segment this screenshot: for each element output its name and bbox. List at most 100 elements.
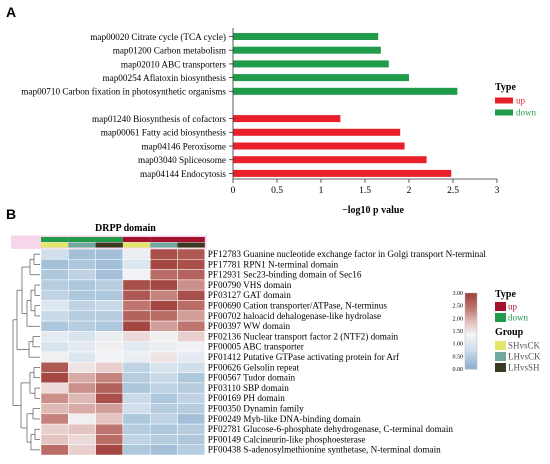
- x-tick-label: 0.5: [271, 186, 283, 196]
- bar: [233, 87, 458, 95]
- row-label: PF01412 Putative GTPase activating prote…: [208, 352, 400, 362]
- heatmap-cell: [95, 320, 124, 332]
- group-legend-label: LHvsSH: [508, 363, 540, 373]
- colorbar-segment: [465, 332, 477, 336]
- heatmap-cell: [177, 382, 206, 394]
- heatmap-cell: [40, 362, 69, 373]
- heatmap-cell: [177, 341, 206, 353]
- heatmap-cell: [122, 320, 151, 332]
- heatmap-cell: [149, 310, 178, 322]
- row-label: PF00249 Myb-like DNA-binding domain: [208, 414, 361, 424]
- heatmap-cell: [95, 279, 124, 291]
- heatmap-cell: [95, 423, 124, 435]
- row-label: PF00567 Tudor domain: [208, 373, 296, 383]
- heatmap-cell: [177, 444, 206, 456]
- colorbar-segment: [465, 296, 477, 300]
- heatmap-cell: [95, 289, 124, 301]
- heatmap-cell: [40, 279, 69, 291]
- column-type-bar: [122, 237, 151, 242]
- colorbar-segment: [465, 317, 477, 321]
- heatmap-cell: [40, 289, 69, 301]
- heatmap-cell: [149, 423, 178, 435]
- bar: [233, 142, 405, 150]
- heatmap-cell: [40, 444, 69, 456]
- x-tick-label: 2.5: [447, 186, 459, 196]
- heatmap-cell: [177, 248, 206, 260]
- heatmap-cell: [122, 444, 151, 456]
- heatmap-cell: [95, 248, 124, 260]
- category-label: map01200 Carbon metabolism: [113, 46, 226, 56]
- colorbar-segment: [465, 294, 477, 298]
- row-label: PF00790 VHS domain: [208, 280, 292, 290]
- colorbar-segment: [465, 361, 477, 364]
- category-label: map00061 Fatty acid biosynthesis: [101, 128, 227, 138]
- heatmap-cell: [95, 403, 124, 415]
- heatmap-cell: [149, 269, 178, 281]
- heatmap-cell: [149, 289, 178, 301]
- heatmap-cell: [68, 300, 96, 312]
- heatmap-cell: [149, 372, 178, 384]
- heatmap-cell: [40, 392, 69, 404]
- heatmap-cell: [177, 413, 206, 425]
- heatmap-cell: [95, 341, 124, 353]
- bar-chart-panel: map00020 Citrate cycle (TCA cycle) map012…: [21, 28, 536, 216]
- colorbar-segment: [465, 313, 477, 317]
- colorbar-segment: [465, 325, 477, 328]
- heatmap-cell: [40, 372, 69, 384]
- colorbar-tick-label: 2.50: [453, 304, 464, 310]
- legend-label: down: [516, 108, 536, 118]
- heatmap-cell: [68, 289, 96, 301]
- heatmap-cell: [122, 279, 151, 291]
- colorbar-segment: [465, 310, 477, 313]
- colorbar-segment: [465, 336, 477, 340]
- column-group-bar: [150, 242, 178, 248]
- colorbar-segment: [465, 319, 477, 322]
- bar: [233, 60, 389, 68]
- heatmap-cell: [122, 300, 151, 312]
- row-label: PF02136 Nuclear transport factor 2 (NTF2…: [208, 331, 399, 341]
- heatmap-cell: [68, 269, 96, 281]
- heatmap-cell: [122, 392, 151, 404]
- heatmap-cell: [177, 434, 206, 445]
- group-legend-label: SHvsCK: [508, 341, 541, 351]
- bar: [233, 46, 381, 54]
- heatmap-cell: [149, 320, 178, 332]
- heatmap-cell: [149, 248, 178, 260]
- colorbar-segment: [465, 302, 477, 305]
- heatmap-cell: [40, 331, 69, 342]
- type-legend-label: down: [508, 313, 528, 323]
- heatmap-cell: [68, 392, 96, 404]
- row-label: PF00149 Calcineurin-like phosphoesterase: [208, 434, 366, 444]
- colorbar-segment: [465, 342, 477, 345]
- heatmap-cell: [40, 351, 69, 363]
- bar: [233, 74, 409, 82]
- heatmap-cell: [68, 331, 96, 342]
- heatmap-cell: [149, 392, 178, 404]
- colorbar-segment: [465, 353, 477, 357]
- colorbar-segment: [465, 344, 477, 347]
- heatmap-cell: [149, 444, 178, 456]
- x-tick-label: 0: [231, 186, 236, 196]
- row-label: PF00350 Dynamin family: [208, 404, 304, 414]
- colorbar-tick-label: 2.00: [453, 316, 464, 322]
- heatmap-cell: [122, 341, 151, 353]
- colorbar-segment: [465, 363, 477, 366]
- heatmap-cell: [40, 423, 69, 435]
- column-type-bar: [41, 237, 69, 242]
- colorbar-segment: [465, 327, 477, 330]
- bar: [233, 128, 401, 136]
- colorbar-tick-label: 0.00: [453, 367, 464, 373]
- colorbar-segment: [465, 367, 477, 370]
- colorbar-segment: [465, 340, 477, 343]
- heatmap-cell: [68, 372, 96, 384]
- colorbar-tick-label: 0.50: [453, 354, 464, 360]
- colorbar-segment: [465, 298, 477, 302]
- column-group-bar: [177, 242, 205, 248]
- heatmap-panel: PF12783 Guanine nucleotide exchange fact…: [11, 235, 541, 456]
- colorbar-segment: [465, 312, 477, 315]
- colorbar-segment: [465, 334, 477, 338]
- row-label: PF00397 WW domain: [208, 321, 291, 331]
- category-label: map04144 Endocytosis: [140, 169, 226, 179]
- heatmap-cell: [177, 310, 206, 322]
- heatmap-cell: [122, 372, 151, 384]
